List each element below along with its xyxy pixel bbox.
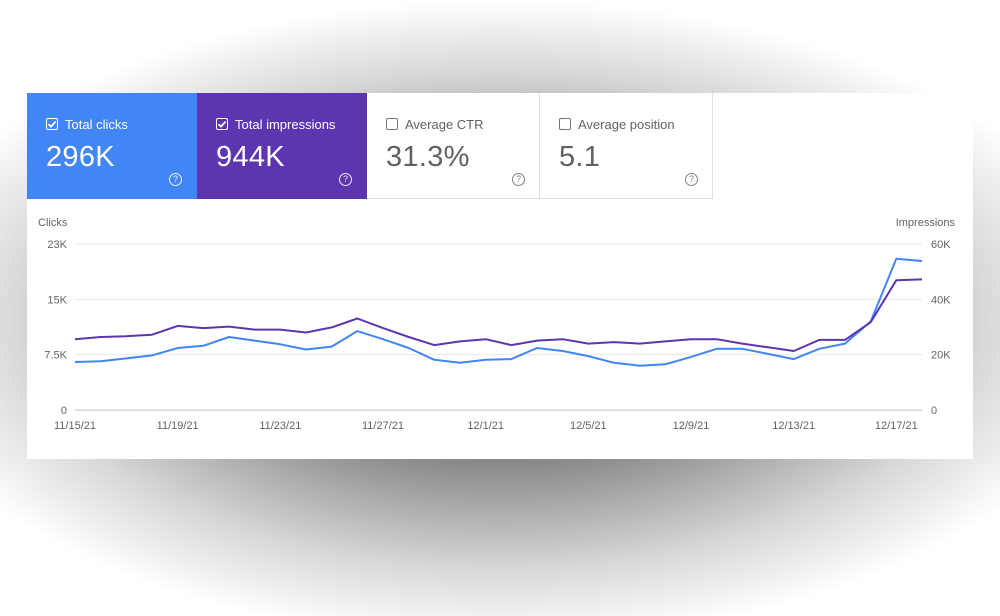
average-position-label: Average position <box>578 117 675 132</box>
checkbox-unchecked-icon[interactable] <box>386 118 398 130</box>
total-impressions-label: Total impressions <box>235 117 336 132</box>
right-tick-label: 20K <box>931 350 951 362</box>
x-tick-label: 12/1/21 <box>467 420 504 432</box>
help-icon[interactable]: ? <box>169 173 182 186</box>
checkbox-unchecked-icon[interactable] <box>559 118 571 130</box>
left-tick-label: 15K <box>47 294 67 306</box>
help-icon[interactable]: ? <box>685 173 698 186</box>
right-tick-label: 40K <box>931 294 951 306</box>
total-clicks-tile[interactable]: Total clicks 296K ? <box>27 93 197 199</box>
clicks-series-line <box>74 257 923 367</box>
checkbox-checked-icon[interactable] <box>216 118 228 130</box>
left-tick-label: 7.5K <box>44 350 67 362</box>
x-tick-label: 11/23/21 <box>259 420 301 432</box>
right-axis-label: Impressions <box>896 217 956 229</box>
total-clicks-label: Total clicks <box>65 117 128 132</box>
right-tick-label: 0 <box>931 405 937 417</box>
right-tick-label: 60K <box>931 239 951 251</box>
x-tick-label: 11/27/21 <box>362 420 404 432</box>
total-clicks-value: 296K <box>46 141 115 173</box>
performance-card: Total clicks 296K ? Total impressions 94… <box>27 93 973 459</box>
x-tick-label: 11/15/21 <box>54 420 96 432</box>
average-ctr-label: Average CTR <box>405 117 484 132</box>
impressions-series-line <box>74 278 923 352</box>
x-tick-label: 12/5/21 <box>570 420 607 432</box>
x-tick-label: 12/13/21 <box>772 420 815 432</box>
x-tick-label: 11/19/21 <box>157 420 199 432</box>
left-axis-label: Clicks <box>38 217 68 229</box>
average-ctr-tile[interactable]: Average CTR 31.3% ? <box>367 93 540 199</box>
help-icon[interactable]: ? <box>512 173 525 186</box>
x-tick-label: 12/17/21 <box>875 420 918 432</box>
total-impressions-tile[interactable]: Total impressions 944K ? <box>197 93 367 199</box>
help-icon[interactable]: ? <box>339 173 352 186</box>
performance-line-chart: Clicks Impressions 23K 15K 7.5K 0 60K 40K 20K 0… <box>38 217 956 432</box>
x-tick-label: 12/9/21 <box>673 420 710 432</box>
left-tick-label: 0 <box>61 405 67 417</box>
average-ctr-value: 31.3% <box>386 141 470 173</box>
left-tick-label: 23K <box>47 239 67 251</box>
average-position-value: 5.1 <box>559 141 601 173</box>
total-impressions-value: 944K <box>216 141 285 173</box>
metric-tiles: Total clicks 296K ? Total impressions 94… <box>27 93 713 199</box>
checkbox-checked-icon[interactable] <box>46 118 58 130</box>
average-position-tile[interactable]: Average position 5.1 ? <box>540 93 713 199</box>
